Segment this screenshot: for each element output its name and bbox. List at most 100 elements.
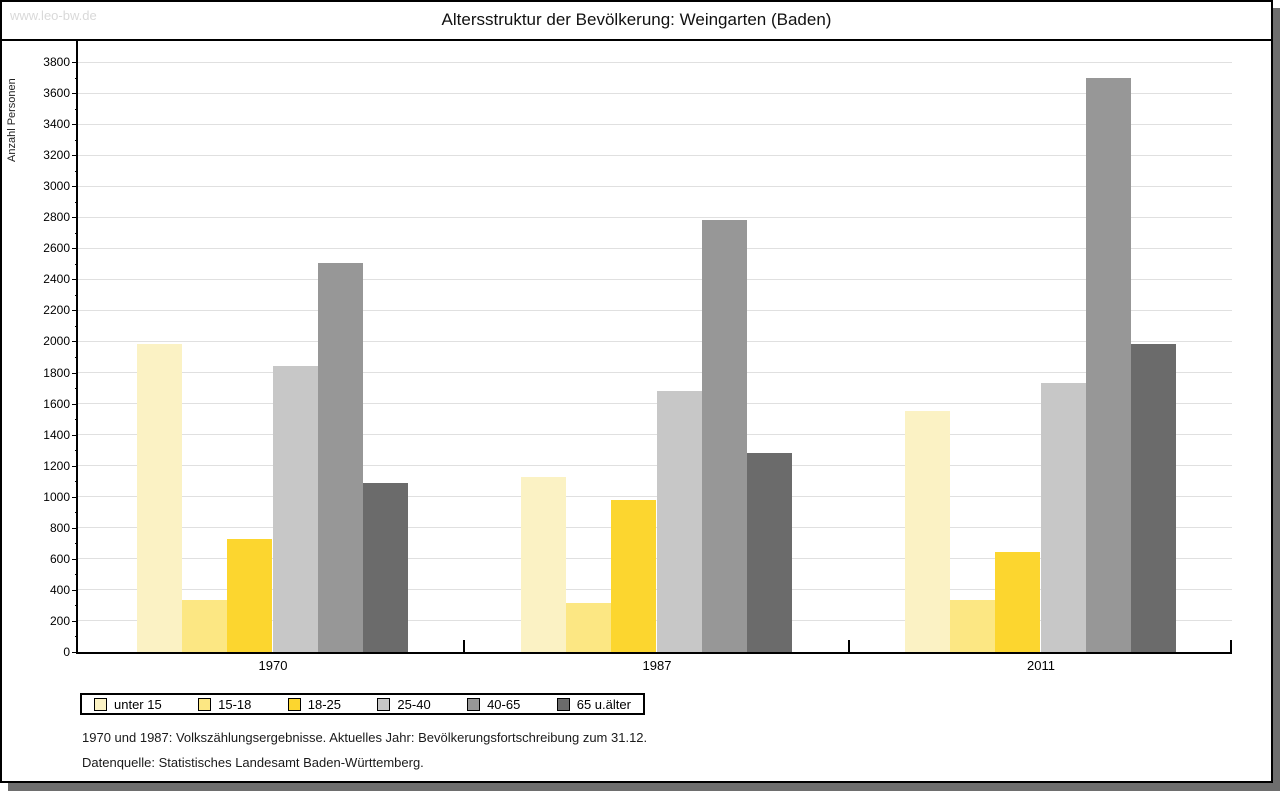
legend-entry-40-65: 40-65 <box>467 697 520 712</box>
y-axis-tick-label: 3000 <box>43 179 70 194</box>
x-axis-label-1970: 1970 <box>258 658 288 673</box>
y-axis-tick-label: 200 <box>49 613 70 628</box>
bar-1970-65 u.älter <box>362 483 408 652</box>
watermark-text: www.leo-bw.de <box>10 8 97 23</box>
bar-1987-25-40 <box>656 391 702 652</box>
y-axis-tick <box>75 605 78 607</box>
y-axis-tick <box>75 170 78 172</box>
y-axis-tick-label: 3600 <box>43 86 70 101</box>
y-axis-tick <box>75 232 78 234</box>
gridline <box>78 123 1232 125</box>
legend-entry-15-18: 15-18 <box>198 697 251 712</box>
y-axis-tick <box>72 341 78 343</box>
gridline <box>78 154 1232 156</box>
footnote-source-note: 1970 und 1987: Volkszählungsergebnisse. … <box>82 730 648 745</box>
y-axis-tick-label: 800 <box>49 520 70 535</box>
legend-label-65 u.älter: 65 u.älter <box>576 696 631 712</box>
gridline <box>78 496 1232 498</box>
y-axis-tick-label: 2400 <box>43 272 70 287</box>
bar-2011-15-18 <box>950 600 996 652</box>
y-axis-tick <box>72 217 78 219</box>
y-axis-tick <box>72 372 78 374</box>
legend-box: unter 15 15-18 18-25 25-40 40-65 65 u.älter <box>80 693 645 715</box>
bar-1987-15-18 <box>566 603 612 652</box>
plot-area: 1970 1987 2011 <box>76 41 1232 673</box>
gridline <box>78 247 1232 249</box>
y-axis-tick <box>75 388 78 390</box>
x-axis-label-2011: 2011 <box>1027 658 1055 673</box>
footnote-data-source: Datenquelle: Statistisches Landesamt Bad… <box>82 755 424 770</box>
y-axis-tick-label: 1400 <box>43 427 70 442</box>
bar-2011-25-40 <box>1040 383 1086 652</box>
legend-swatch-25-40 <box>377 697 391 711</box>
legend-entry-18-25: 18-25 <box>287 696 342 712</box>
bar-1970-40-65 <box>317 263 363 652</box>
y-axis-tick <box>72 310 78 312</box>
y-axis-tick <box>72 62 78 63</box>
y-axis-tick-label: 2000 <box>43 334 70 349</box>
bar-1970-15-18 <box>182 600 228 652</box>
bar-1970-18-25 <box>227 539 273 652</box>
gridline <box>78 61 1232 63</box>
y-axis-tick <box>72 527 78 529</box>
gridline <box>78 372 1232 374</box>
bar-2011-65 u.älter <box>1130 344 1176 652</box>
legend-label-18-25: 18-25 <box>307 696 342 712</box>
y-axis-tick <box>75 77 78 79</box>
y-axis-tick <box>72 620 78 622</box>
y-axis-tick <box>72 248 78 250</box>
x-axis-line <box>76 652 1232 654</box>
bar-1970-25-40 <box>272 366 318 652</box>
y-axis-tick-label: 3800 <box>43 55 70 69</box>
bar-2011-18-25 <box>995 552 1041 652</box>
y-axis-tick <box>72 652 78 653</box>
y-axis-tick <box>75 450 78 452</box>
y-axis-tick <box>75 263 78 265</box>
y-axis-tick <box>72 93 78 95</box>
y-axis-tick <box>75 294 78 296</box>
y-axis-tick-label: 1600 <box>43 396 70 411</box>
y-axis-tick <box>72 496 78 498</box>
gridline <box>78 340 1232 342</box>
y-axis-tick <box>75 574 78 576</box>
y-axis-tick-label: 1800 <box>43 365 70 380</box>
x-axis-section-tick <box>847 640 850 652</box>
y-axis-tick <box>72 589 78 591</box>
y-axis-tick-label: 1000 <box>43 489 70 504</box>
legend-swatch-40-65 <box>467 697 481 711</box>
bar-1987-40-65 <box>701 220 747 652</box>
y-axis-title: Anzahl Personen <box>6 78 18 162</box>
bar-1970-unter 15 <box>137 344 183 652</box>
legend-label-unter 15: unter 15 <box>114 696 162 712</box>
y-axis-tick <box>75 201 78 203</box>
legend-swatch-65 u.älter <box>556 697 570 711</box>
y-axis-tick <box>72 186 78 188</box>
y-axis-tick <box>72 434 78 436</box>
gridline <box>78 185 1232 187</box>
y-axis-tick <box>75 357 78 358</box>
y-axis-tick-label: 3200 <box>43 148 70 163</box>
gridline <box>78 92 1232 94</box>
y-axis-tick <box>72 465 78 467</box>
y-axis-tick <box>72 279 78 281</box>
legend-swatch-15-18 <box>198 697 212 711</box>
x-axis-section-tick <box>462 640 465 652</box>
gridline <box>78 309 1232 311</box>
bar-2011-40-65 <box>1085 78 1131 652</box>
y-axis-tick-label: 2200 <box>43 303 70 318</box>
y-axis-tick <box>72 558 78 560</box>
legend-label-15-18: 15-18 <box>218 696 252 712</box>
legend-label-40-65: 40-65 <box>487 696 521 712</box>
y-axis-tick <box>75 636 78 638</box>
y-axis-tick <box>75 139 78 141</box>
gridline <box>78 465 1232 467</box>
bar-1987-unter 15 <box>521 477 567 652</box>
y-axis-tick <box>75 108 78 110</box>
y-axis-tick <box>75 543 78 545</box>
y-axis-tick-label: 3400 <box>43 117 70 132</box>
gridline <box>78 434 1232 436</box>
bar-1987-18-25 <box>611 500 657 652</box>
gridline <box>78 278 1232 280</box>
